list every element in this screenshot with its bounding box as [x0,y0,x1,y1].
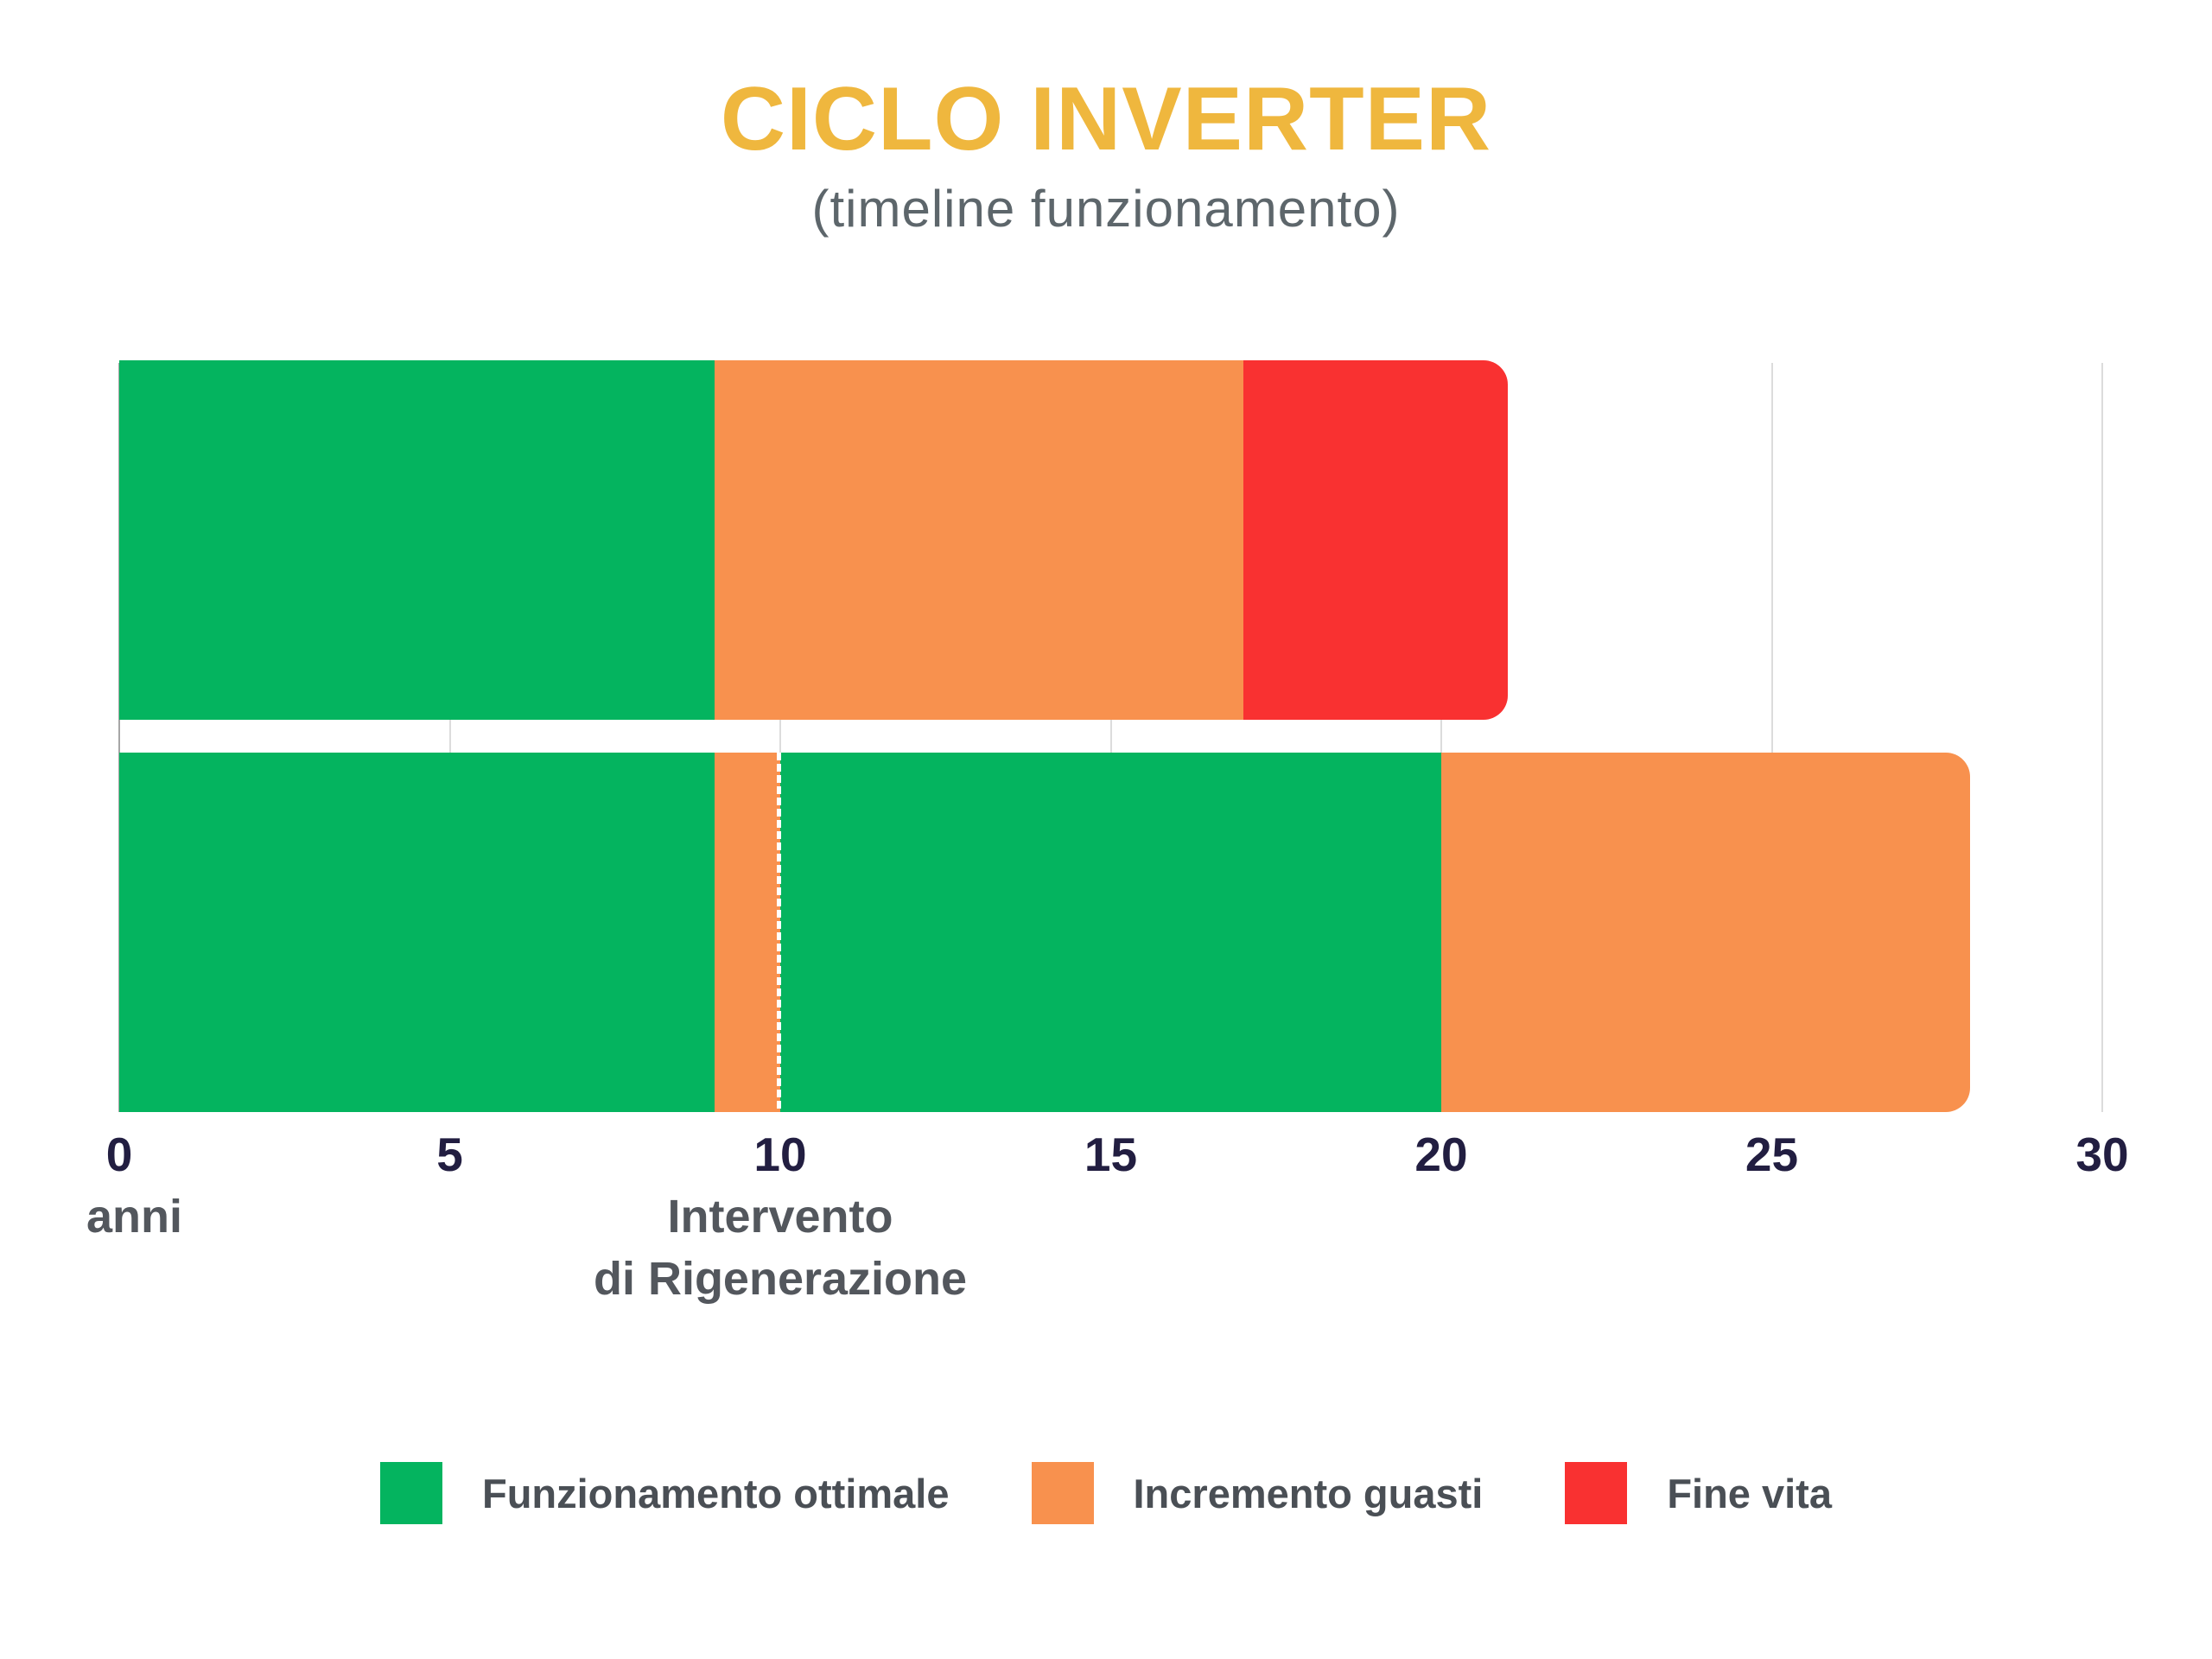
bar-segment [119,753,715,1112]
legend: Funzionamento ottimale Incremento guasti F… [0,1462,2212,1524]
legend-item: Incremento guasti [1031,1462,1484,1524]
grid-line [1440,363,1442,1112]
x-tick-label: 10 [753,1128,807,1181]
bar-segment [714,360,1243,720]
x-tick-label: 5 [436,1128,463,1181]
legend-swatch [1031,1462,1094,1524]
x-tick-label: 0 [105,1128,133,1181]
bar-segment [714,753,780,1112]
bar-segment [1441,753,1970,1112]
legend-item: Funzionamento ottimale [380,1462,950,1524]
legend-swatch [380,1462,442,1524]
x-tick-label: 15 [1084,1128,1138,1181]
chart-header: CICLO INVERTER (timeline funzionamento) [0,69,2212,238]
legend-label: Fine vita [1667,1470,1832,1516]
x-tick-label: 25 [1745,1128,1799,1181]
legend-label: Funzionamento ottimale [482,1470,950,1516]
x-tick-label: 20 [1414,1128,1468,1181]
grid-line [1109,363,1112,1112]
grid-line [448,363,451,1112]
axis-unit-label: anni [86,1191,183,1243]
regeneration-annotation: Intervento di Rigenerazione [435,1185,1126,1310]
regeneration-annotation-line2: di Rigenerazione [593,1253,968,1305]
grid-line [2101,363,2103,1112]
grid-line [1770,363,1773,1112]
legend-swatch [1565,1462,1628,1524]
regeneration-annotation-line1: Intervento [667,1191,893,1243]
timeline-bar-row-1 [0,360,2212,720]
legend-item: Fine vita [1565,1462,1832,1524]
x-tick-label: 30 [2075,1128,2129,1181]
timeline-bar-row-2 [0,753,2212,1112]
grid-line [779,363,781,1112]
chart-title: CICLO INVERTER [720,69,1492,169]
axis-line-zero [118,363,120,1112]
bar-segment [1243,360,1508,720]
bar-segment [780,753,1441,1112]
chart-subtitle: (timeline funzionamento) [811,180,1401,238]
bar-segment [119,360,715,720]
legend-label: Incremento guasti [1133,1470,1484,1516]
regeneration-dashed-marker [777,753,781,1112]
